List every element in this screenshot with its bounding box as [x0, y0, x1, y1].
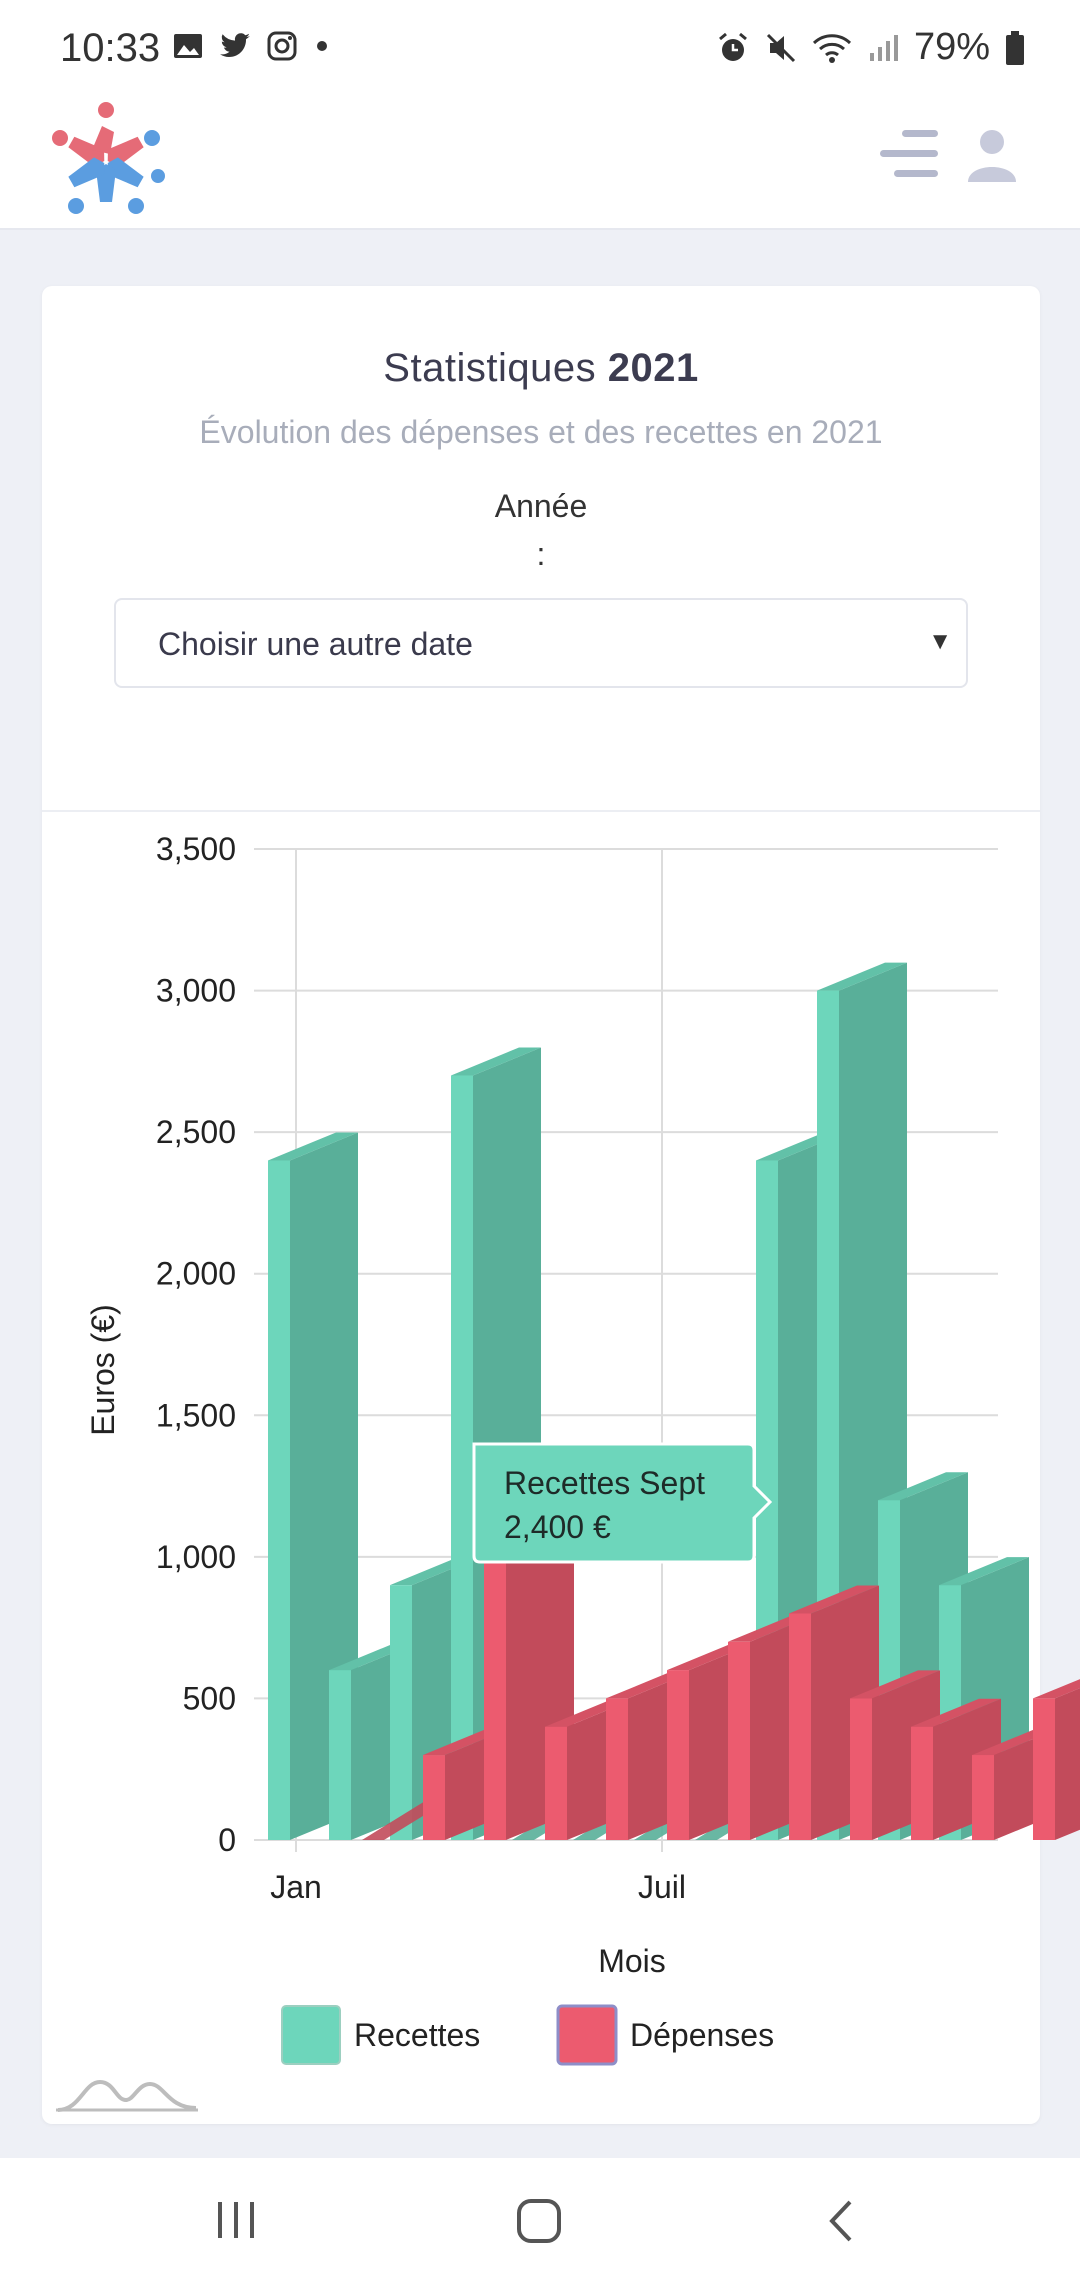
y-tick-label: 3,500	[156, 831, 236, 867]
recettes-bar	[451, 1075, 473, 1840]
depenses-bar-top	[789, 1585, 879, 1614]
back-icon[interactable]	[822, 2198, 862, 2244]
depenses-bar-top	[1033, 1679, 1080, 1699]
battery-percent: 79%	[913, 26, 990, 68]
depenses-bar	[1033, 1698, 1055, 1840]
app-header	[0, 96, 1080, 230]
depenses-bar	[606, 1698, 628, 1840]
year-label-text: Année :	[494, 488, 588, 572]
depenses-bar	[789, 1613, 811, 1840]
wave-logo-icon	[57, 2079, 197, 2112]
recettes-bar-top	[451, 1047, 541, 1076]
select-value: Choisir une autre date	[158, 626, 473, 662]
depenses-bar	[972, 1755, 994, 1840]
status-time: 10:33	[60, 26, 161, 70]
legend-label-depenses: Dépenses	[630, 2017, 774, 2053]
tooltip-value: 2,400 €	[504, 1509, 611, 1545]
legend-label-recettes: Recettes	[354, 2017, 480, 2053]
recettes-bar	[268, 1160, 290, 1840]
legend-swatch-depenses	[556, 2004, 618, 2066]
depenses-bar-top	[850, 1670, 940, 1699]
home-icon[interactable]	[516, 2198, 562, 2244]
gallery-icon	[174, 34, 202, 58]
depenses-bar	[667, 1670, 689, 1840]
tooltip-box	[472, 1442, 773, 1564]
alarm-icon	[718, 32, 747, 61]
logo-icon	[52, 102, 165, 214]
depenses-bar	[850, 1698, 872, 1840]
chevron-down-icon: ▼	[928, 628, 952, 655]
hamburger-menu-icon[interactable]	[876, 126, 946, 186]
y-tick-label: 1,000	[156, 1539, 236, 1575]
battery-icon	[1006, 30, 1024, 65]
x-axis-label: Mois	[598, 1943, 666, 1979]
divider	[42, 810, 1040, 812]
legend-swatch-recettes	[281, 2005, 341, 2065]
mute-icon	[766, 33, 795, 62]
depenses-bar	[484, 1500, 506, 1840]
depenses-bar-top	[911, 1698, 1001, 1727]
user-avatar-icon[interactable]	[964, 126, 1020, 186]
statistics-chart: 0 500 1,000 1,500 2,000 2,500 3,000 3,500 Jan Jui…	[56, 831, 1080, 2112]
recettes-bar	[329, 1670, 351, 1840]
y-tick-label: 1,500	[156, 1397, 236, 1433]
tooltip-title: Recettes Sept	[504, 1465, 705, 1501]
recettes-bar-side	[290, 1132, 358, 1840]
page-subtitle: Évolution des dépenses et des recettes e…	[199, 414, 883, 450]
recettes-bar-top	[268, 1132, 358, 1161]
depenses-bar	[728, 1641, 750, 1840]
title-year: 2021	[607, 346, 699, 390]
x-tick-label: Jan	[270, 1869, 322, 1905]
date-select[interactable]: Choisir une autre date ▼	[114, 598, 968, 688]
recettes-bar-top	[878, 1472, 968, 1501]
page-title: Statistiques 2021	[42, 346, 1040, 391]
y-tick-label: 0	[218, 1822, 236, 1858]
y-tick-label: 500	[183, 1680, 236, 1716]
depenses-bar-side	[1055, 1688, 1080, 1840]
y-tick-label: 3,000	[156, 973, 236, 1009]
y-tick-label: 2,500	[156, 1114, 236, 1150]
depenses-bar	[911, 1726, 933, 1840]
twitter-icon	[220, 33, 250, 57]
instagram-icon	[267, 31, 297, 61]
dot-icon	[317, 41, 327, 51]
depenses-bar	[423, 1755, 445, 1840]
system-nav-bar	[0, 2158, 1080, 2280]
y-axis-label: Euros (€)	[85, 1304, 121, 1436]
recettes-bar-top	[817, 962, 907, 991]
notification-icons	[172, 30, 332, 62]
depenses-bar	[545, 1726, 567, 1840]
recettes-bar-top	[939, 1557, 1029, 1586]
title-prefix: Statistiques	[383, 346, 597, 390]
signal-icon	[869, 34, 898, 61]
recent-apps-icon[interactable]	[212, 2200, 260, 2240]
year-label: Année :	[42, 482, 1040, 578]
status-bar: 10:33 79%	[0, 0, 1080, 96]
wifi-icon	[812, 33, 851, 63]
x-tick-label: Juil	[638, 1869, 686, 1905]
y-tick-label: 2,000	[156, 1256, 236, 1292]
recettes-bar	[390, 1585, 412, 1840]
